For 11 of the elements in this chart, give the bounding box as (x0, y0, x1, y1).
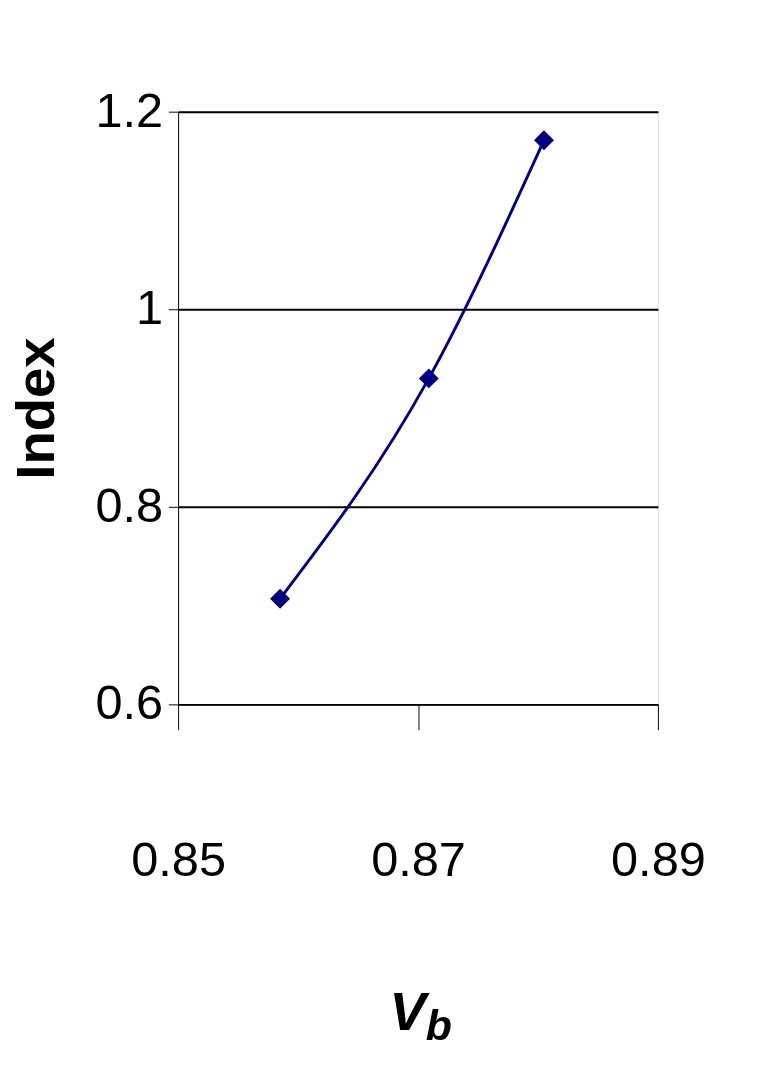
point (270, 588, 291, 609)
y-tick-label: 0.8 (95, 477, 164, 532)
y-tick-label: 1.2 (95, 82, 164, 137)
x-tick-label: 0.89 (611, 832, 706, 887)
point (533, 130, 554, 151)
y-tick-label: 1 (135, 280, 164, 335)
y-axis-title: Index (5, 337, 67, 480)
point (418, 368, 439, 389)
x-tick-label: 0.85 (131, 832, 226, 887)
y-tick-label: 0.6 (95, 675, 164, 730)
x-tick-label: 0.87 (371, 832, 466, 887)
